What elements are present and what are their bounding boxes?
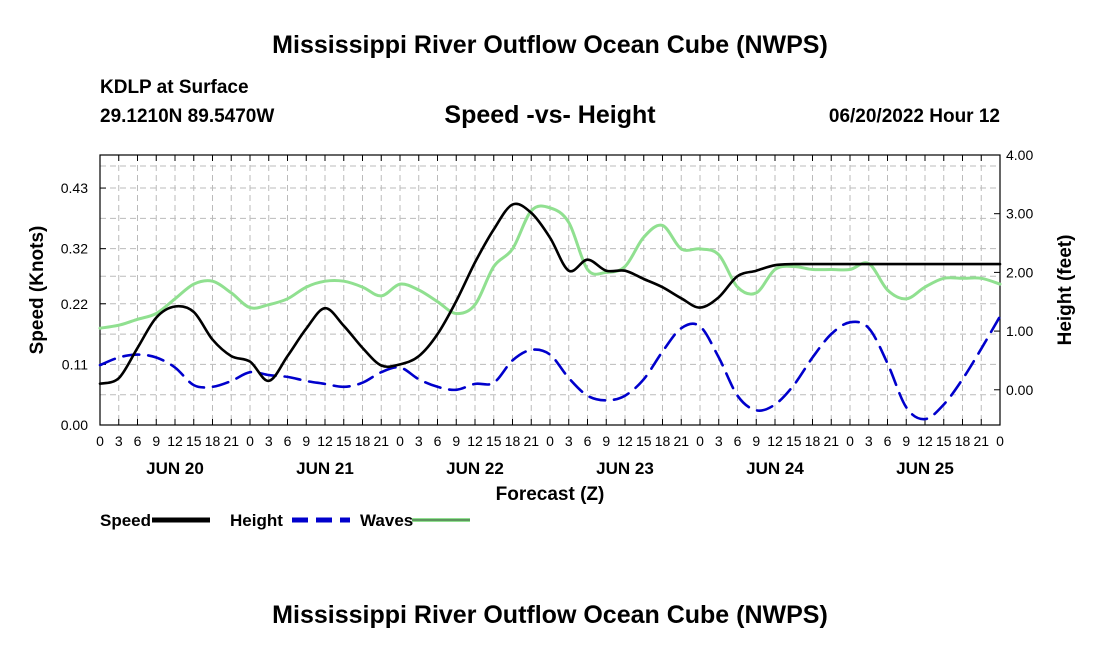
x-axis-label: Forecast (Z): [496, 484, 605, 505]
x-tick-label: 3: [565, 433, 573, 449]
x-tick-label: 21: [223, 433, 239, 449]
x-tick-label: 0: [996, 433, 1004, 449]
day-label: JUN 25: [896, 459, 954, 478]
y-left-tick-label: 0.32: [61, 241, 88, 257]
day-label: JUN 24: [746, 459, 804, 478]
y-left-tick-label: 0.11: [62, 356, 88, 372]
x-tick-label: 21: [373, 433, 389, 449]
series-speed-line: [98, 202, 1002, 385]
y-left-tick-label: 0.00: [61, 417, 88, 433]
x-tick-label: 3: [115, 433, 123, 449]
x-tick-label: 6: [584, 433, 592, 449]
y-right-tick-label: 4.00: [1006, 147, 1033, 163]
y-left-axis-label: Speed (Knots): [27, 226, 48, 355]
x-tick-label: 15: [936, 433, 952, 449]
y-right-tick-label: 0.00: [1006, 382, 1033, 398]
x-tick-label: 9: [302, 433, 310, 449]
x-tick-label: 15: [186, 433, 202, 449]
x-tick-label: 0: [396, 433, 404, 449]
x-tick-label: 3: [865, 433, 873, 449]
footer-title: Mississippi River Outflow Ocean Cube (NW…: [272, 601, 828, 629]
day-label: JUN 22: [446, 459, 504, 478]
y-right-axis-label: Height (feet): [1055, 235, 1076, 346]
legend-label-speed: Speed: [100, 511, 151, 530]
x-tick-label: 18: [505, 433, 521, 449]
x-tick-label: 6: [284, 433, 292, 449]
x-tick-label: 21: [973, 433, 989, 449]
x-tick-label: 3: [715, 433, 723, 449]
x-tick-label: 9: [752, 433, 760, 449]
coordinates-label: 29.1210N 89.5470W: [100, 106, 275, 127]
y-left-tick-label: 0.43: [61, 180, 88, 196]
x-tick-label: 15: [336, 433, 352, 449]
x-tick-label: 12: [317, 433, 333, 449]
x-tick-label: 3: [265, 433, 273, 449]
chart-subtitle: Speed -vs- Height: [444, 101, 656, 129]
x-tick-label: 9: [152, 433, 160, 449]
x-tick-label: 0: [246, 433, 254, 449]
x-tick-label: 9: [452, 433, 460, 449]
x-tick-label: 15: [486, 433, 502, 449]
x-tick-label: 15: [786, 433, 802, 449]
y-right-tick-label: 2.00: [1006, 264, 1033, 280]
x-tick-label: 0: [96, 433, 104, 449]
x-tick-label: 0: [696, 433, 704, 449]
legend-label-height: Height: [230, 511, 283, 530]
x-tick-label: 3: [415, 433, 423, 449]
x-tick-label: 12: [917, 433, 933, 449]
day-label: JUN 20: [146, 459, 204, 478]
day-label: JUN 23: [596, 459, 654, 478]
station-label: KDLP at Surface: [100, 77, 249, 98]
x-tick-label: 12: [167, 433, 183, 449]
x-tick-label: 18: [805, 433, 821, 449]
x-tick-label: 18: [655, 433, 671, 449]
x-tick-label: 6: [734, 433, 742, 449]
series-height-line: [98, 315, 1002, 421]
x-tick-label: 18: [955, 433, 971, 449]
x-tick-label: 21: [673, 433, 689, 449]
x-tick-label: 21: [523, 433, 539, 449]
forecast-date-label: 06/20/2022 Hour 12: [828, 106, 1000, 127]
x-tick-label: 6: [134, 433, 142, 449]
x-tick-label: 21: [823, 433, 839, 449]
x-tick-label: 18: [205, 433, 221, 449]
x-tick-label: 0: [846, 433, 854, 449]
y-right-tick-label: 1.00: [1006, 323, 1033, 339]
day-label: JUN 21: [296, 459, 354, 478]
x-tick-label: 0: [546, 433, 554, 449]
series-waves-line: [98, 204, 1002, 330]
x-tick-label: 6: [434, 433, 442, 449]
y-right-tick-label: 3.00: [1006, 206, 1033, 222]
x-tick-label: 12: [467, 433, 483, 449]
x-tick-label: 9: [902, 433, 910, 449]
x-tick-label: 15: [636, 433, 652, 449]
x-tick-label: 12: [617, 433, 633, 449]
x-tick-label: 9: [602, 433, 610, 449]
page-title: Mississippi River Outflow Ocean Cube (NW…: [272, 31, 828, 59]
y-left-tick-label: 0.22: [61, 296, 88, 312]
x-tick-label: 18: [355, 433, 371, 449]
legend-label-waves: Waves: [360, 511, 413, 530]
x-tick-label: 12: [767, 433, 783, 449]
x-tick-label: 6: [884, 433, 892, 449]
